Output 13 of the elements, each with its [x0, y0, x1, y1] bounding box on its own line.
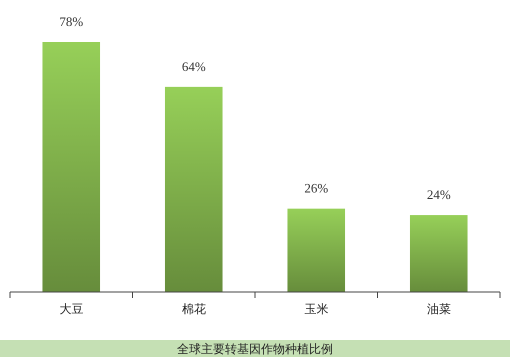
x-tick-label: 大豆	[59, 302, 84, 316]
bar	[42, 42, 100, 292]
data-label: 78%	[59, 14, 84, 29]
x-tick-label: 玉米	[304, 302, 328, 316]
bar	[287, 208, 346, 292]
data-label: 26%	[304, 180, 328, 196]
bar	[164, 86, 223, 292]
data-label: 24%	[426, 187, 451, 202]
data-label: 64%	[182, 58, 206, 74]
text: 全球主要转基因作物种植比例	[177, 342, 333, 356]
x-tick-label: 棉花	[182, 302, 206, 316]
bar	[410, 215, 468, 292]
x-tick-label: 油菜	[426, 302, 451, 316]
